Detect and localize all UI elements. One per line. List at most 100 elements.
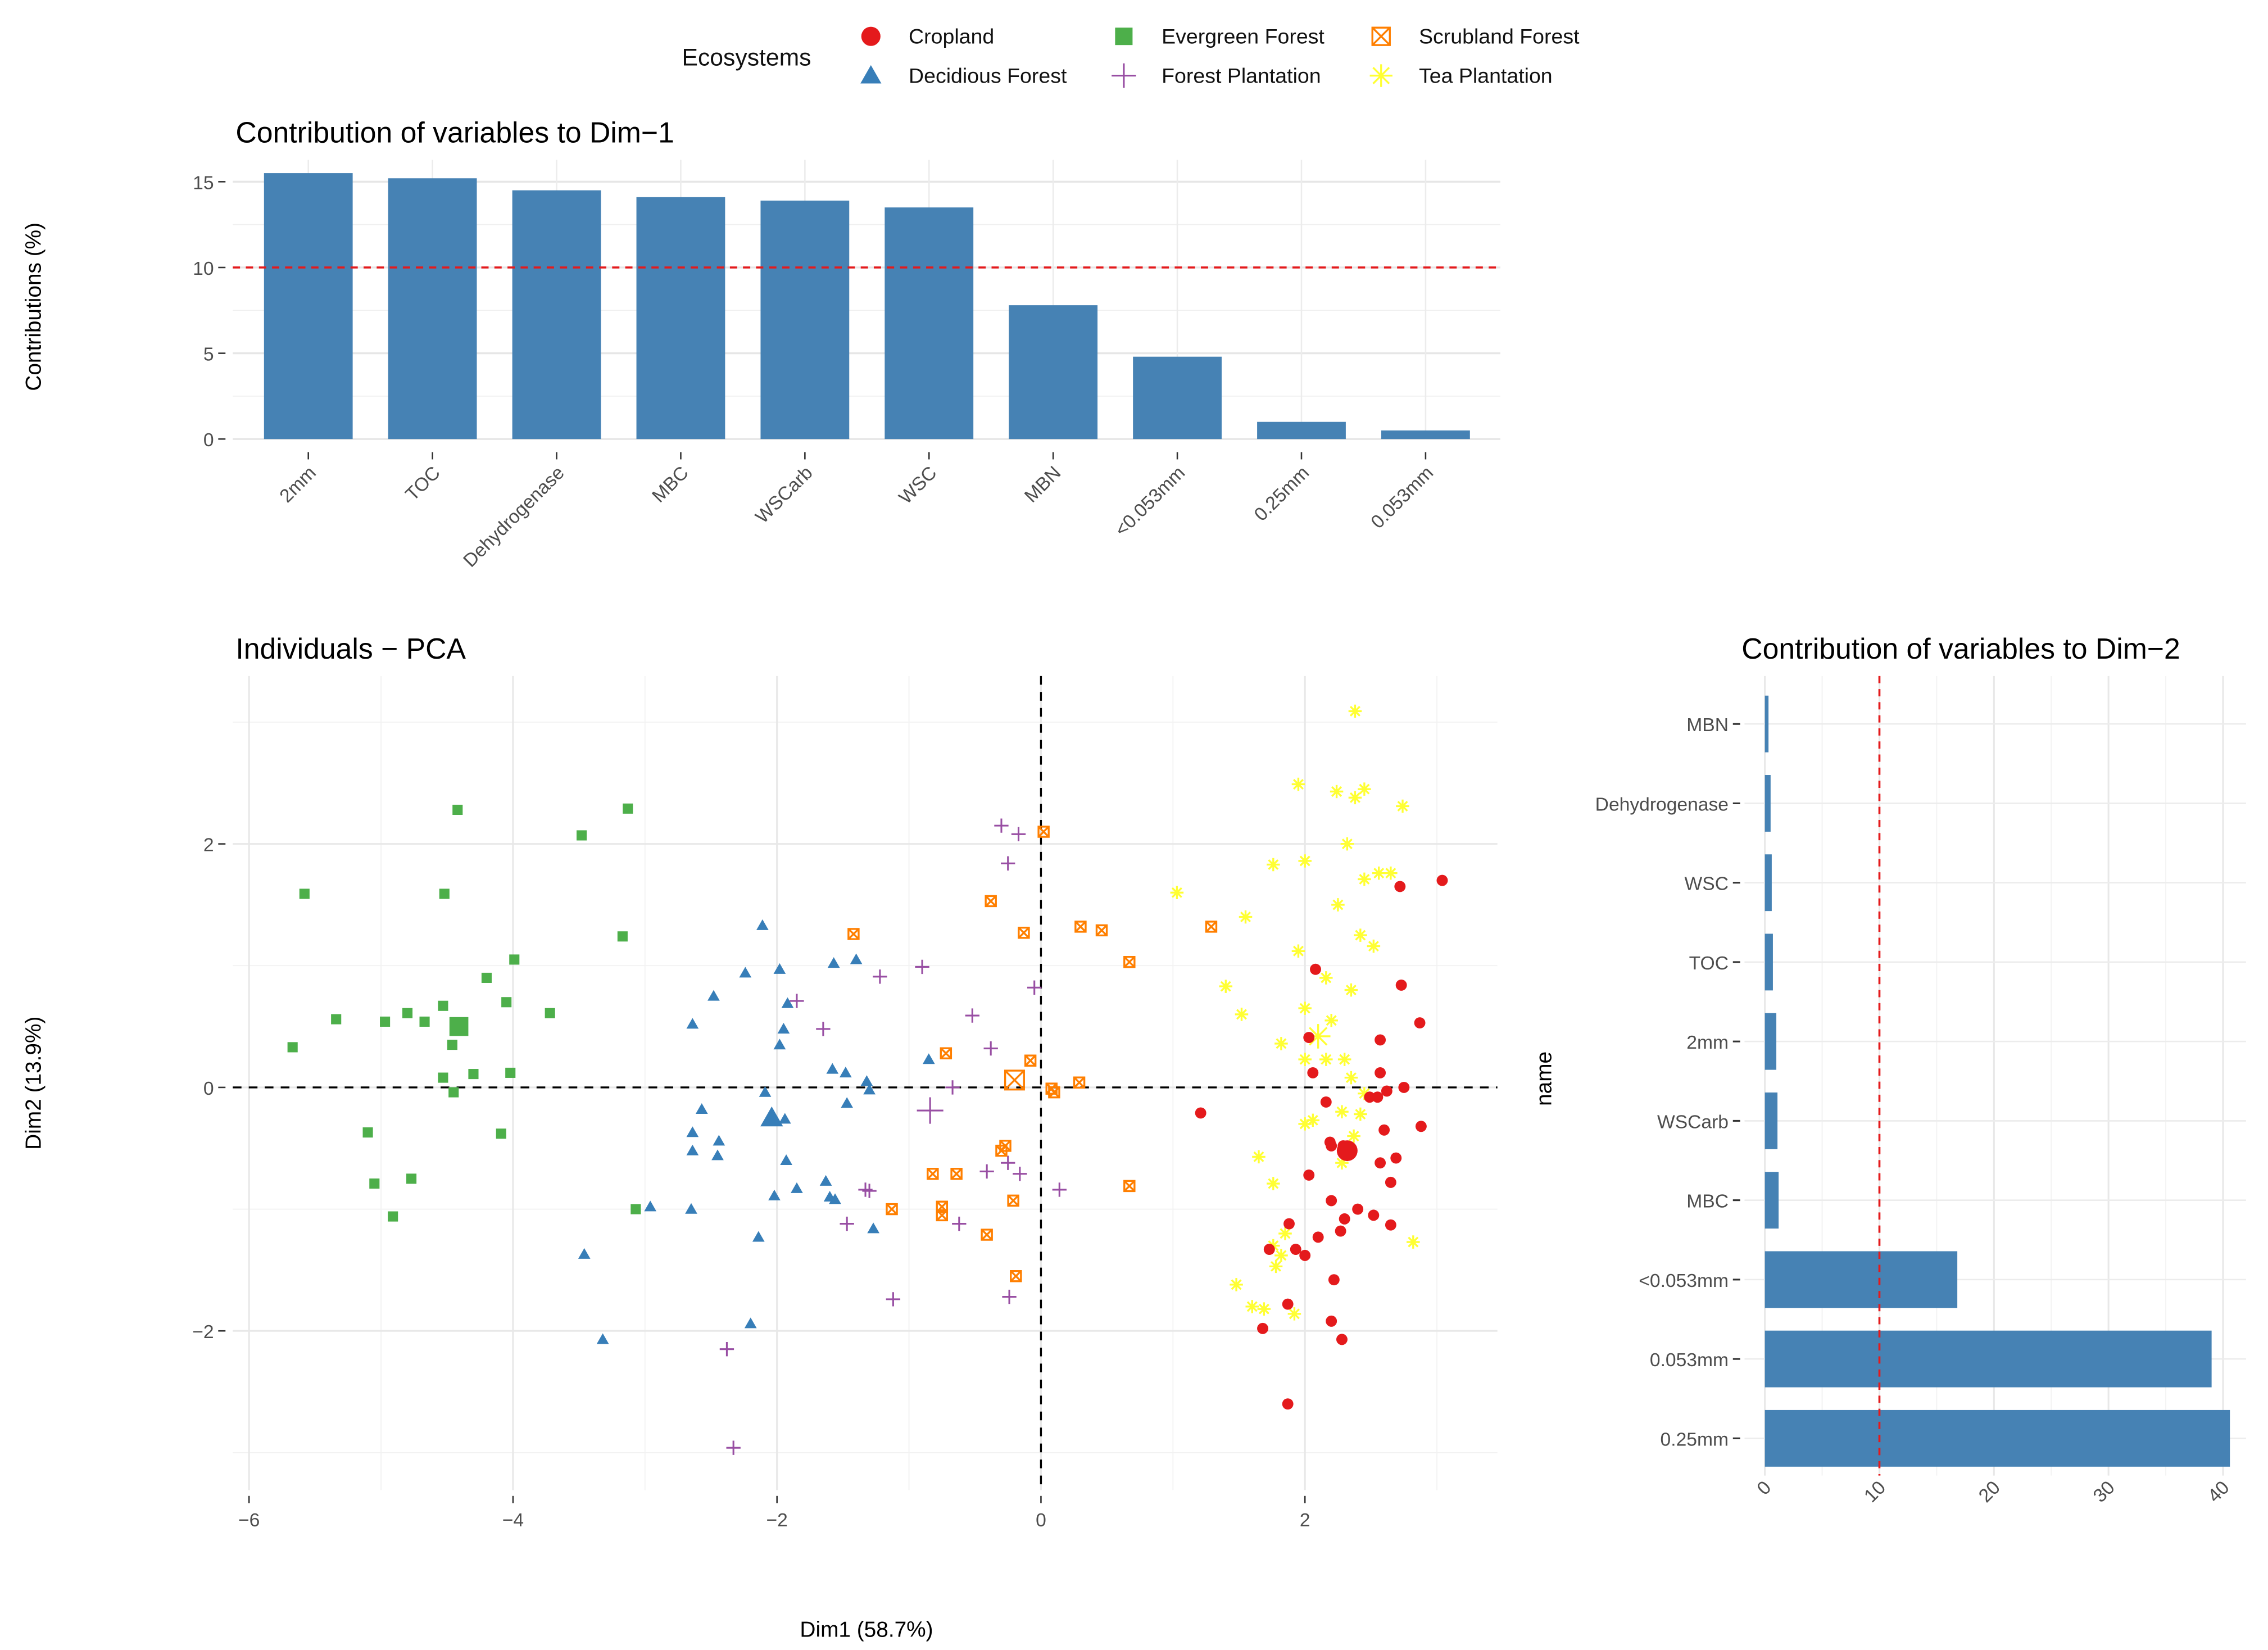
circle-marker bbox=[1385, 1176, 1396, 1188]
asterisk-marker bbox=[1367, 939, 1381, 953]
tea-plantation-point bbox=[1245, 1300, 1259, 1313]
triangle-marker bbox=[686, 1126, 699, 1137]
bar-MBC bbox=[636, 197, 725, 439]
circle-marker bbox=[1303, 1032, 1315, 1044]
scrubland-forest-point bbox=[1037, 826, 1050, 838]
forest-plantation-mean-point bbox=[917, 1097, 944, 1124]
x-tick-label: MBC bbox=[648, 463, 693, 507]
tea-plantation-point bbox=[1319, 1053, 1333, 1066]
evergreen-forest-mean-point bbox=[449, 1017, 469, 1036]
asterisk-icon bbox=[1369, 64, 1392, 87]
tea-plantation-point bbox=[1298, 1117, 1312, 1131]
asterisk-marker bbox=[1267, 1177, 1280, 1190]
triangle-marker bbox=[839, 1067, 852, 1078]
scrubland-forest-point bbox=[981, 1229, 993, 1241]
triangle-marker bbox=[841, 1097, 854, 1108]
circle-marker bbox=[1320, 1096, 1332, 1108]
dim2-chart-title: Contribution of variables to Dim−2 bbox=[1741, 632, 2180, 665]
boxed-x-marker bbox=[1037, 826, 1050, 838]
x-tick-label: 30 bbox=[2089, 1477, 2119, 1507]
tea-plantation-point bbox=[1348, 791, 1362, 805]
decidious-forest-point bbox=[773, 1039, 786, 1050]
tea-plantation-point bbox=[1335, 1156, 1349, 1170]
circle-marker bbox=[1312, 1231, 1324, 1243]
circle-marker bbox=[1414, 1017, 1426, 1029]
circle-marker bbox=[1282, 1398, 1294, 1410]
cropland-point bbox=[1395, 979, 1407, 991]
boxed-x-marker bbox=[1024, 1054, 1037, 1067]
decidious-forest-point bbox=[863, 1084, 876, 1095]
triangle-marker bbox=[781, 997, 794, 1008]
y-tick-label: 15 bbox=[193, 173, 214, 193]
tea-plantation-point bbox=[1331, 898, 1345, 912]
decidious-forest-point bbox=[744, 1317, 757, 1329]
tea-plantation-point bbox=[1291, 777, 1305, 791]
asterisk-marker bbox=[1298, 854, 1312, 868]
asterisk-marker bbox=[1239, 910, 1253, 924]
cropland-point bbox=[1375, 1157, 1386, 1169]
cropland-point bbox=[1282, 1298, 1294, 1310]
x-tick-label: 10 bbox=[1860, 1477, 1890, 1507]
tea-plantation-point bbox=[1306, 1113, 1320, 1127]
y-tick-label: <0.053mm bbox=[1639, 1271, 1729, 1291]
bar-0.053mm bbox=[1764, 1330, 2212, 1388]
dim2-contribution-chart: Contribution of variables to Dim−2 name … bbox=[1532, 632, 2246, 1507]
x-tick-label: TOC bbox=[402, 463, 444, 505]
legend-item: Evergreen Forest bbox=[1115, 25, 1324, 48]
circle-icon bbox=[861, 26, 881, 46]
evergreen-forest-point bbox=[623, 803, 633, 814]
scrubland-forest-point bbox=[1073, 1076, 1086, 1089]
tea-plantation-point bbox=[1324, 1013, 1338, 1027]
triangle-marker bbox=[768, 1189, 781, 1200]
cropland-point bbox=[1303, 1032, 1315, 1044]
asterisk-marker bbox=[1347, 1129, 1360, 1143]
asterisk-marker bbox=[1274, 1249, 1288, 1262]
evergreen-forest-point bbox=[505, 1067, 516, 1078]
bar-MBC bbox=[1764, 1172, 1779, 1229]
tea-plantation-point bbox=[1344, 1071, 1358, 1085]
circle-marker bbox=[1339, 1213, 1350, 1225]
cropland-point bbox=[1307, 1067, 1319, 1078]
scrubland-forest-point bbox=[985, 895, 997, 908]
square-marker bbox=[362, 1127, 373, 1138]
tea-plantation-point bbox=[1347, 1129, 1360, 1143]
tea-plantation-point bbox=[1298, 854, 1312, 868]
cropland-point bbox=[1326, 1195, 1337, 1207]
decidious-forest-point bbox=[826, 1063, 839, 1074]
square-marker bbox=[481, 972, 492, 983]
scrubland-forest-point bbox=[995, 1144, 1008, 1157]
forest-plantation-point bbox=[1013, 1167, 1027, 1181]
plus-marker bbox=[719, 1342, 734, 1357]
scrubland-forest-point bbox=[940, 1047, 952, 1059]
y-tick-label: WSCarb bbox=[1657, 1112, 1729, 1132]
circle-marker bbox=[1326, 1315, 1337, 1327]
asterisk-marker bbox=[1219, 980, 1233, 993]
tea-plantation-point bbox=[1252, 1150, 1265, 1164]
pca-individuals-chart: Individuals − PCA Dim2 (13.9%) Dim1 (58.… bbox=[22, 632, 1498, 1642]
y-tick-label: 2 bbox=[203, 835, 214, 856]
cropland-point bbox=[1385, 1176, 1396, 1188]
circle-marker bbox=[1283, 1218, 1295, 1230]
cropland-point bbox=[1339, 1213, 1350, 1225]
decidious-forest-point bbox=[759, 1086, 772, 1097]
bar-<0.053mm bbox=[1764, 1251, 1958, 1308]
asterisk-marker bbox=[1354, 928, 1367, 942]
dim1-y-axis-title: Contributions (%) bbox=[22, 223, 46, 391]
circle-marker bbox=[1195, 1107, 1206, 1119]
asterisk-marker bbox=[1291, 944, 1305, 958]
decidious-forest-point bbox=[711, 1149, 724, 1161]
square-marker bbox=[447, 1040, 457, 1050]
evergreen-forest-point bbox=[448, 1087, 459, 1098]
cropland-point bbox=[1375, 1034, 1386, 1046]
forest-plantation-point bbox=[915, 959, 929, 974]
plus-marker bbox=[952, 1216, 967, 1231]
cropland-point bbox=[1394, 881, 1406, 892]
forest-plantation-point bbox=[726, 1440, 741, 1455]
square-marker bbox=[402, 1008, 413, 1018]
cropland-point bbox=[1385, 1219, 1396, 1231]
tea-plantation-mean-point bbox=[1305, 1024, 1331, 1049]
scrubland-forest-mean-point bbox=[1004, 1069, 1025, 1091]
forest-plantation-point bbox=[952, 1216, 967, 1231]
asterisk-marker bbox=[1335, 1105, 1349, 1119]
boxed-x-marker bbox=[940, 1047, 952, 1059]
